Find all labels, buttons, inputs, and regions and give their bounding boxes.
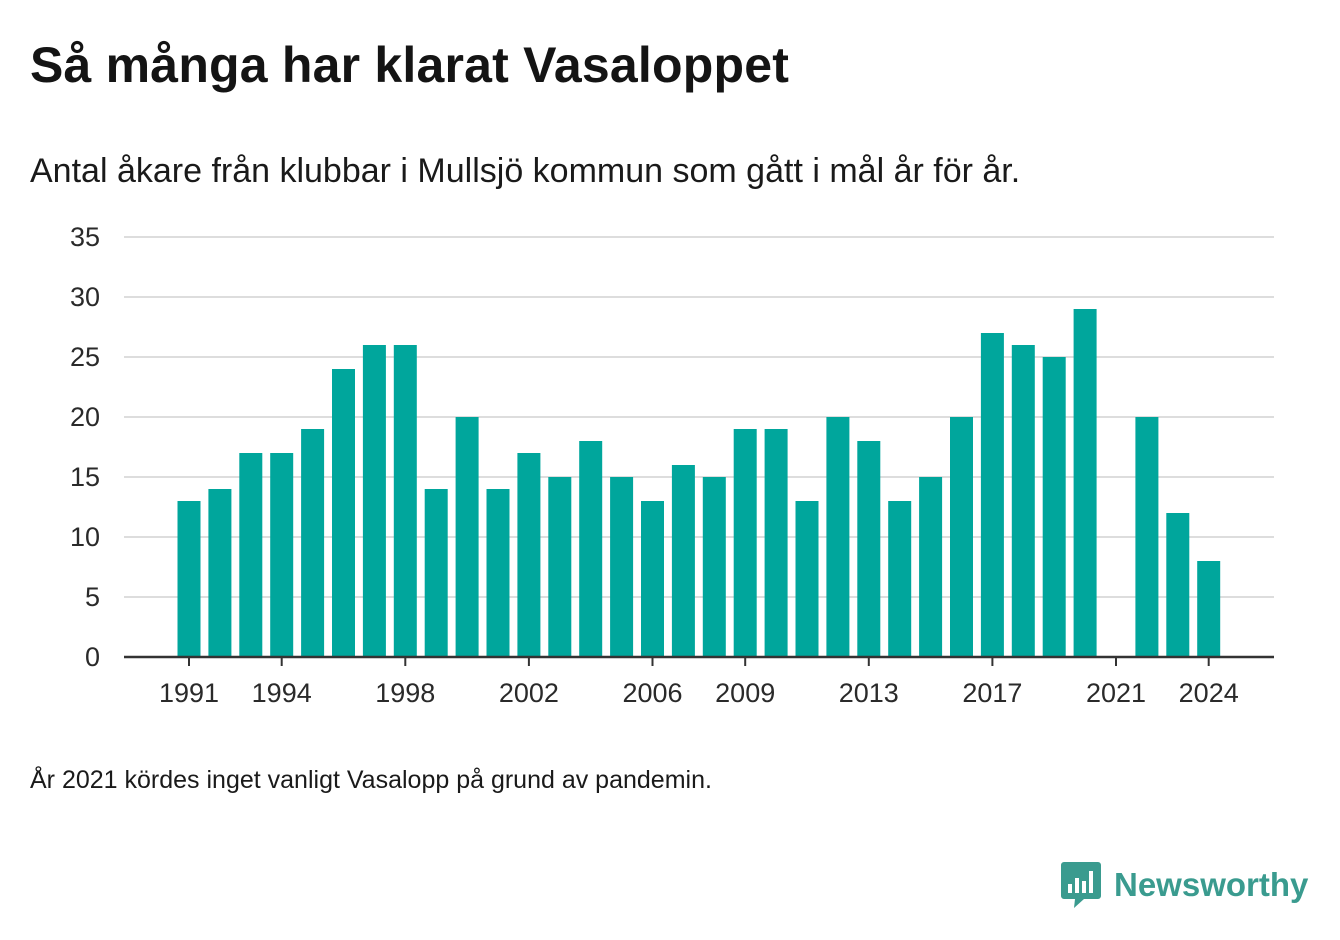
newsworthy-logo-icon xyxy=(1061,862,1101,908)
bar-2006 xyxy=(641,501,664,657)
bar-1991 xyxy=(177,501,201,657)
bar-2022 xyxy=(1135,417,1159,657)
bar-2002 xyxy=(517,453,541,657)
y-tick-label: 20 xyxy=(70,402,100,432)
x-tick-label: 2021 xyxy=(1086,678,1146,708)
bar-2003 xyxy=(548,477,572,657)
bar-2013 xyxy=(857,441,881,657)
y-tick-label: 35 xyxy=(70,222,100,252)
bar-2010 xyxy=(764,429,788,657)
footnote: År 2021 kördes inget vanligt Vasalopp på… xyxy=(30,766,712,794)
y-tick-label: 5 xyxy=(85,582,100,612)
bar-2024 xyxy=(1197,561,1221,657)
y-axis-ticks: 0 5 10 15 20 25 30 35 xyxy=(70,222,100,672)
y-tick-label: 15 xyxy=(70,462,100,492)
bar-2012 xyxy=(826,417,850,657)
bar-2000 xyxy=(455,417,479,657)
brand: Newsworthy xyxy=(1060,860,1308,910)
bar-1997 xyxy=(362,345,386,657)
y-tick-label: 30 xyxy=(70,282,100,312)
bar-2019 xyxy=(1042,357,1066,657)
bar-2004 xyxy=(579,441,603,657)
x-tick-label: 1998 xyxy=(375,678,435,708)
bar-2011 xyxy=(795,501,819,657)
bar-1994 xyxy=(270,453,294,657)
bar-2005 xyxy=(610,477,634,657)
x-axis-ticks: 1991 1994 1998 2002 2006 2009 2013 2017 2021 2024 xyxy=(159,657,1239,708)
x-tick-label: 1991 xyxy=(159,678,219,708)
bar-2008 xyxy=(702,477,726,657)
bar-2009 xyxy=(733,429,757,657)
bar-2017 xyxy=(980,333,1004,657)
x-tick-label: 2009 xyxy=(715,678,775,708)
x-tick-label: 2013 xyxy=(839,678,899,708)
brand-name: Newsworthy xyxy=(1114,866,1309,903)
bar-1999 xyxy=(424,489,448,657)
bar-2007 xyxy=(671,465,695,657)
bar-1996 xyxy=(332,369,355,657)
bar-2016 xyxy=(950,417,973,657)
bar-2001 xyxy=(486,489,510,657)
bar-2015 xyxy=(919,477,943,657)
y-tick-label: 10 xyxy=(70,522,100,552)
chart-subtitle: Antal åkare från klubbar i Mullsjö kommu… xyxy=(30,152,1021,190)
chart-title: Så många har klarat Vasaloppet xyxy=(30,37,790,93)
x-tick-label: 2017 xyxy=(962,678,1022,708)
x-tick-label: 1994 xyxy=(252,678,312,708)
bar-1993 xyxy=(239,453,263,657)
bar-1998 xyxy=(393,345,417,657)
y-tick-label: 0 xyxy=(85,642,100,672)
grid-lines xyxy=(124,236,1274,598)
bars xyxy=(177,309,1221,657)
x-tick-label: 2024 xyxy=(1179,678,1239,708)
bar-2020 xyxy=(1073,309,1097,657)
y-tick-label: 25 xyxy=(70,342,100,372)
bar-1992 xyxy=(208,489,232,657)
x-tick-label: 2006 xyxy=(622,678,682,708)
bar-1995 xyxy=(301,429,325,657)
bar-2023 xyxy=(1166,513,1190,657)
bar-2014 xyxy=(888,501,912,657)
x-tick-label: 2002 xyxy=(499,678,559,708)
bar-2018 xyxy=(1011,345,1035,657)
bar-chart: 0 5 10 15 20 25 30 35 1991 1994 1998 2002 2006 2009 2… xyxy=(70,222,1274,708)
